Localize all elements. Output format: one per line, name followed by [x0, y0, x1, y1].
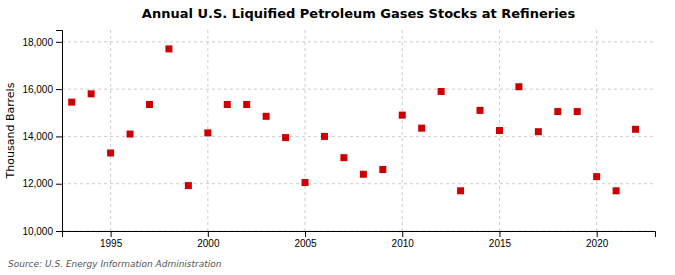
y-tick-label: 10,000 — [22, 226, 53, 237]
x-tick: 2015 — [489, 231, 512, 249]
x-tick-mark — [208, 231, 209, 237]
x-tick-mark — [111, 231, 112, 237]
chart: 1995 2000 2005 2010 2015 2020 10,000 12,000 14,0… — [0, 0, 675, 275]
grid-line-y — [62, 136, 655, 137]
point — [613, 187, 620, 194]
x-tick: 1995 — [100, 231, 123, 249]
point — [477, 107, 484, 114]
point — [165, 45, 172, 52]
x-tick-mark — [499, 231, 500, 237]
point — [263, 113, 270, 120]
y-tick-label: 18,000 — [22, 37, 53, 48]
x-tick: 2010 — [392, 231, 415, 249]
point — [88, 90, 95, 97]
point — [418, 125, 425, 132]
x-tick-mark — [305, 231, 306, 237]
point — [146, 101, 153, 108]
source-note: Source: U.S. Energy Information Administ… — [8, 259, 222, 269]
y-tick: 14,000 — [22, 131, 62, 142]
y-tick-mark — [56, 231, 62, 232]
x-tick-label: 2015 — [489, 238, 512, 249]
point — [399, 112, 406, 119]
x-tick-mark — [597, 231, 598, 237]
point — [243, 101, 250, 108]
point — [593, 173, 600, 180]
points — [68, 45, 639, 194]
grid-line-x — [110, 30, 111, 231]
point — [68, 99, 75, 106]
y-axis-line — [56, 31, 63, 232]
x-tick: 2000 — [197, 231, 220, 249]
grid-line-y — [62, 89, 655, 90]
x-tick-label: 2020 — [586, 238, 609, 249]
point — [107, 149, 114, 156]
point — [204, 129, 211, 136]
x-axis-line — [63, 232, 656, 238]
point — [282, 134, 289, 141]
grid-line-y — [62, 183, 655, 184]
x-tick-label: 2000 — [197, 238, 220, 249]
grid — [62, 30, 655, 231]
grid-line-x — [305, 30, 306, 231]
y-tick-mark — [56, 89, 62, 90]
point — [457, 187, 464, 194]
x-tick-label: 2010 — [392, 238, 415, 249]
y-tick-mark — [56, 184, 62, 185]
point — [185, 182, 192, 189]
y-tick: 16,000 — [22, 84, 62, 95]
point — [496, 127, 503, 134]
grid-line-x — [402, 30, 403, 231]
point — [438, 88, 445, 95]
title: Annual U.S. Liquified Petroleum Gases St… — [142, 6, 576, 21]
x-tick: 2020 — [586, 231, 609, 249]
y-tick: 10,000 — [22, 226, 62, 237]
y-tick-label: 14,000 — [22, 131, 53, 142]
plot: 1995 2000 2005 2010 2015 2020 10,000 12,000 14,0… — [22, 30, 655, 249]
y-axis-label: Thousand Barrels — [4, 82, 17, 179]
x-tick-label: 1995 — [100, 238, 123, 249]
point — [379, 166, 386, 173]
point — [224, 101, 231, 108]
grid-line-y — [62, 41, 655, 42]
y-tick: 18,000 — [22, 37, 62, 48]
point — [574, 108, 581, 115]
point — [360, 171, 367, 178]
y-tick-label: 12,000 — [22, 178, 53, 189]
point — [535, 128, 542, 135]
point — [515, 83, 522, 90]
y-axis: 10,000 12,000 14,000 16,000 18,000 — [22, 31, 62, 237]
x-axis: 1995 2000 2005 2010 2015 2020 — [63, 231, 656, 249]
y-tick: 12,000 — [22, 178, 62, 189]
x-tick: 2005 — [294, 231, 317, 249]
point — [302, 179, 309, 186]
x-tick-mark — [402, 231, 403, 237]
point — [340, 154, 347, 161]
point — [321, 133, 328, 140]
y-tick-mark — [56, 136, 62, 137]
y-tick-mark — [56, 42, 62, 43]
x-tick-label: 2005 — [294, 238, 317, 249]
grid-line-x — [596, 30, 597, 231]
point — [554, 108, 561, 115]
y-tick-label: 16,000 — [22, 84, 53, 95]
point — [632, 126, 639, 133]
point — [127, 131, 134, 138]
